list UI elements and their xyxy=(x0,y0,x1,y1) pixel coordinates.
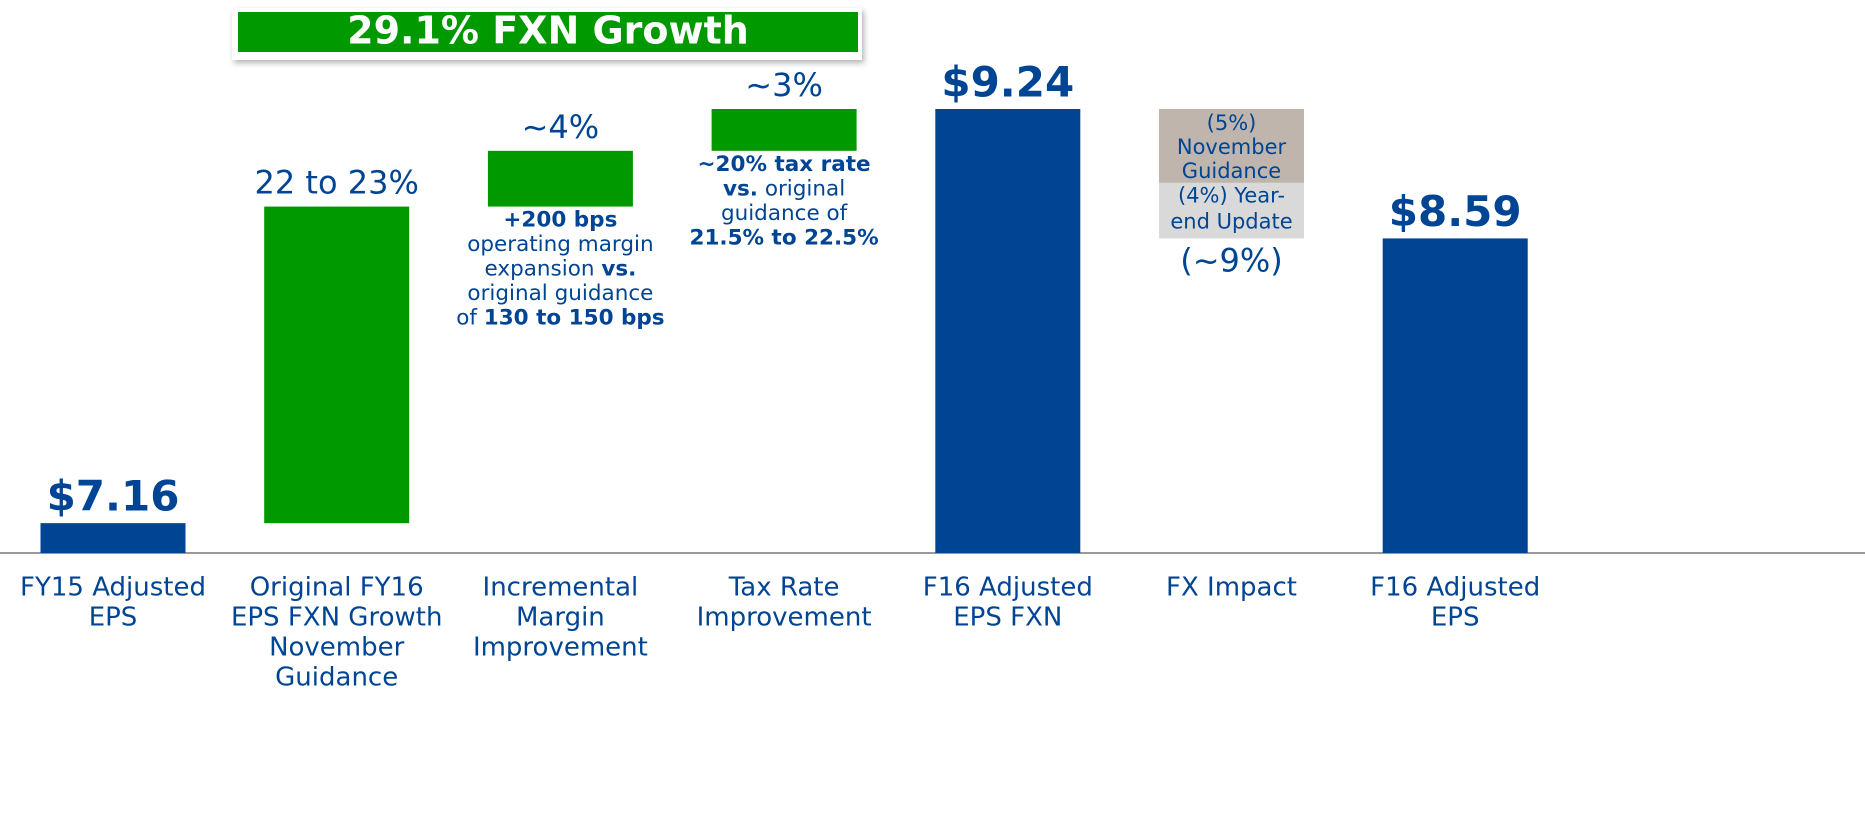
step-label: ~4% xyxy=(522,108,600,146)
x-tick-label: Improvement xyxy=(697,603,872,633)
x-tick-label: Incremental xyxy=(483,573,639,603)
bar-part-label: end Update xyxy=(1170,210,1292,234)
note-text: expansion xyxy=(485,257,602,282)
x-tick-label: F16 Adjusted xyxy=(1370,573,1540,603)
note-text: +200 bps xyxy=(503,208,617,233)
bar-part-label: Guidance xyxy=(1182,159,1281,183)
note-text: of xyxy=(456,306,484,331)
bar-part xyxy=(1159,109,1304,183)
x-tick-label: FX Impact xyxy=(1166,573,1297,603)
note-text: guidance of xyxy=(721,201,848,226)
value-label: $9.24 xyxy=(941,58,1074,107)
x-tick-label: Improvement xyxy=(473,633,648,663)
value-label: $7.16 xyxy=(47,472,180,521)
x-tick-label: F16 Adjusted xyxy=(923,573,1093,603)
bar xyxy=(1382,238,1528,553)
bar-part-label: November xyxy=(1177,135,1287,159)
chart-title: 29.1% FXN Growth xyxy=(347,9,749,53)
x-tick-label: EPS FXN xyxy=(953,603,1062,633)
bar-part-label: (4%) Year- xyxy=(1178,184,1285,208)
x-tick-label: FY15 Adjusted xyxy=(20,573,206,603)
bar xyxy=(264,206,410,524)
bar-part-label: (5%) xyxy=(1207,111,1257,135)
note-text: operating margin xyxy=(467,232,653,257)
note: expansion vs. xyxy=(485,257,637,282)
note: vs. original xyxy=(723,176,845,201)
note: ~20% tax rate xyxy=(698,152,871,177)
note-text: 21.5% to 22.5% xyxy=(689,225,878,250)
note-text: vs. xyxy=(723,176,758,201)
note-text: ~20% tax rate xyxy=(698,152,871,177)
note-text: original xyxy=(758,176,845,201)
x-tick-label: EPS xyxy=(1431,603,1480,633)
x-tick-label: Guidance xyxy=(275,663,398,693)
x-tick-label: Original FY16 xyxy=(250,573,424,603)
step-label: (~9%) xyxy=(1180,241,1283,279)
note: original guidance xyxy=(467,281,653,306)
x-tick-label: November xyxy=(269,633,405,663)
step-label: ~3% xyxy=(745,66,823,104)
bar xyxy=(935,109,1081,553)
x-tick-label: Margin xyxy=(516,603,605,633)
note: guidance of xyxy=(721,201,848,226)
note: operating margin xyxy=(467,232,653,257)
x-tick-label: Tax Rate xyxy=(728,573,840,603)
note: of 130 to 150 bps xyxy=(456,306,664,331)
x-tick-label: EPS FXN Growth xyxy=(231,603,442,633)
note-text: vs. xyxy=(601,257,636,282)
note: 21.5% to 22.5% xyxy=(689,225,878,250)
bar xyxy=(487,150,633,207)
bar xyxy=(40,523,186,553)
note: +200 bps xyxy=(503,208,617,233)
note-text: 130 to 150 bps xyxy=(484,306,665,331)
step-label: 22 to 23% xyxy=(255,164,419,202)
value-label: $8.59 xyxy=(1389,187,1522,236)
banner xyxy=(238,12,858,52)
bar xyxy=(711,109,857,151)
note-text: original guidance xyxy=(467,281,653,306)
x-tick-label: EPS xyxy=(89,603,138,633)
